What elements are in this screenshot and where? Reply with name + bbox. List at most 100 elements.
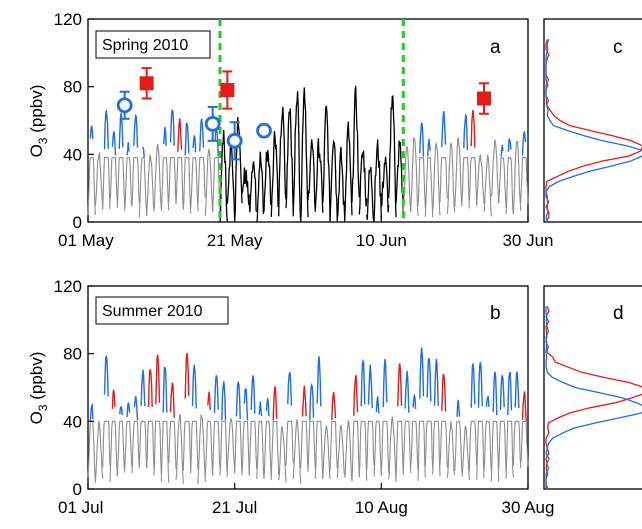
panel-c: c [543, 18, 642, 223]
series-gray-day [146, 420, 155, 470]
series-gray-day [490, 139, 500, 203]
ytick-label: 40 [63, 145, 82, 164]
series-black-day [234, 117, 243, 222]
series-gray-day [358, 420, 368, 481]
series-black-day [241, 167, 250, 205]
series-black-day [263, 150, 272, 212]
series-gray-day [520, 420, 529, 467]
ytick-label: 120 [54, 277, 82, 296]
series-gray-day [483, 155, 492, 217]
series-gray-day [182, 420, 192, 474]
series-gray-day [402, 420, 412, 474]
series-blue-day [500, 144, 504, 157]
series-blue-day [463, 113, 469, 151]
ytick-label: 0 [73, 213, 82, 232]
blue-circle-point [204, 115, 221, 132]
series-blue-day [126, 141, 130, 156]
series-gray-day [131, 420, 140, 474]
histogram-red [545, 39, 642, 223]
series-blue-day [243, 388, 249, 421]
xtick-label: 10 Jun [356, 231, 407, 250]
series-blue-day [162, 366, 168, 413]
series-gray-day [424, 420, 434, 469]
series-blue-day [499, 375, 505, 410]
series-gray-day [454, 137, 463, 207]
series-gray-day [270, 420, 280, 477]
panel-a: 0 40 80 120 01 May 21 May 10 Jun 30 Jun Spring… [54, 10, 554, 250]
panel-b-title: Summer 2010 [102, 303, 203, 320]
series-gray-day [395, 420, 404, 482]
series-gray-day [190, 157, 199, 212]
series-gray-day [182, 157, 192, 214]
panel-a-xticks: 01 May 21 May 10 Jun 30 Jun [58, 216, 554, 250]
series-gray-day [204, 148, 214, 216]
panel-d-frame [543, 285, 642, 490]
series-black-day [256, 151, 265, 223]
series-gray-day [94, 420, 104, 483]
series-blue-day [485, 395, 490, 407]
series-gray-day [314, 420, 324, 479]
series-blue-day [441, 111, 447, 148]
panel-c-letter: c [613, 37, 623, 58]
series-gray-day [124, 420, 133, 470]
ytick-label: 0 [73, 480, 82, 499]
series-blue-day [111, 131, 117, 156]
red-square-point [139, 76, 154, 91]
series-gray-day [160, 157, 170, 211]
ytick-label: 80 [63, 78, 82, 97]
series-red-day [111, 389, 116, 409]
ytick-label: 40 [63, 412, 82, 431]
series-gray-day [439, 157, 448, 203]
panel-c-frame [543, 18, 642, 223]
series-blue-day [133, 396, 139, 421]
series-black-day [314, 138, 324, 213]
series-blue-day [89, 402, 94, 421]
series-black-day [344, 121, 353, 223]
series-gray-day [410, 137, 419, 216]
panel-a-title: Spring 2010 [102, 37, 188, 54]
series-gray-day [248, 420, 258, 475]
series-gray-day [300, 420, 309, 469]
series-black-day [285, 108, 294, 217]
panel-b-letter: b [490, 303, 501, 324]
series-gray-day [468, 157, 478, 206]
series-blue-day [382, 359, 388, 408]
series-gray-day [483, 420, 492, 472]
series-black-day [351, 85, 360, 203]
series-gray-day [197, 414, 206, 485]
series-black-day [292, 91, 302, 223]
xtick-label: 10 Aug [355, 498, 408, 517]
series-gray-day [87, 157, 96, 216]
series-blue-day [492, 371, 498, 416]
series-gray-day [336, 424, 346, 479]
series-gray-day [329, 420, 338, 472]
series-red-day [441, 373, 447, 412]
series-red-day [177, 118, 183, 152]
series-red-day [169, 382, 175, 418]
series-blue-day [192, 134, 197, 153]
series-blue-day [89, 125, 94, 140]
series-gray-day [417, 157, 426, 208]
series-red-day [301, 385, 307, 417]
series-gray-day [446, 142, 456, 215]
series-gray-day [146, 154, 155, 216]
series-gray-day [197, 157, 206, 205]
series-blue-day [140, 369, 146, 407]
panel-c-series [545, 39, 642, 223]
series-black-day [248, 161, 258, 213]
series-black-day [388, 95, 397, 218]
series-blue-day [514, 371, 520, 409]
panel-a-ylabel: O3 (ppbv) [27, 85, 50, 158]
series-gray-day [160, 420, 170, 483]
series-gray-day [168, 420, 177, 470]
series-gray-day [351, 420, 360, 482]
series-blue-day [456, 399, 461, 417]
xtick-label: 30 Aug [502, 498, 555, 517]
series-gray-day [168, 157, 177, 204]
blue-circle-point [226, 132, 243, 149]
series-blue-day [309, 382, 315, 421]
panel-d-letter: d [613, 303, 624, 324]
series-red-day [470, 109, 476, 148]
series-blue-day [250, 375, 256, 414]
series-blue-day [412, 393, 417, 410]
